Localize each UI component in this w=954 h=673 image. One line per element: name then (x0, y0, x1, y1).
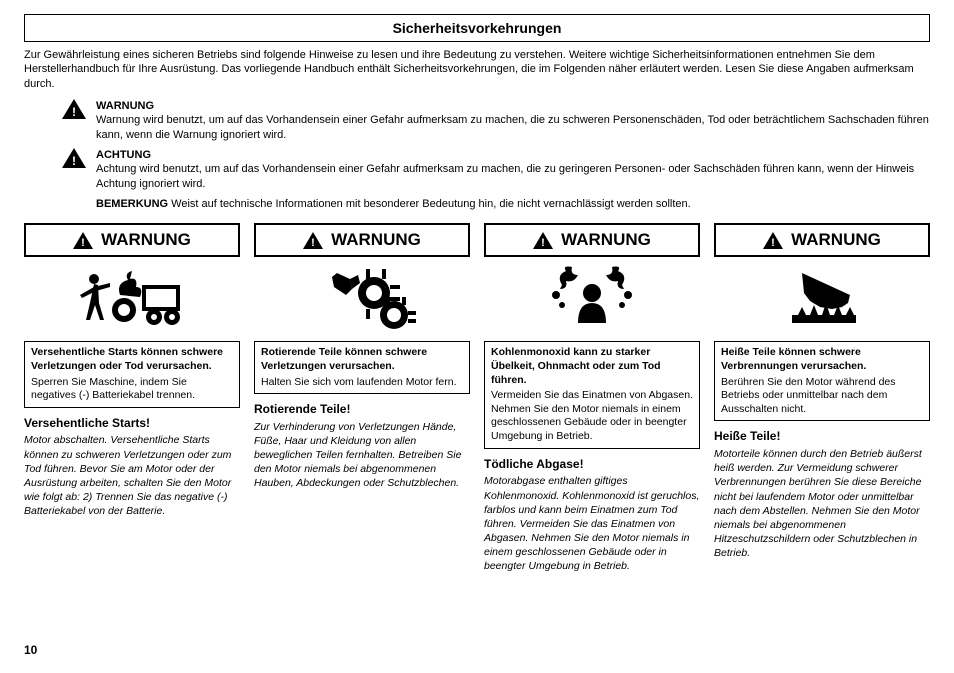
hazard-body: Berühren Sie den Motor während des Betri… (721, 376, 896, 415)
sub-heading: Versehentliche Starts! (24, 416, 240, 432)
definition-body: Warnung wird benutzt, um auf das Vorhand… (96, 114, 929, 140)
hazard-box: Rotierende Teile können schwere Verletzu… (254, 341, 470, 394)
sub-body: Motor abschalten. Versehentliche Starts … (24, 433, 240, 518)
hazard-bold: Heiße Teile können schwere Verbrennungen… (721, 346, 923, 373)
page-number: 10 (24, 643, 37, 659)
warning-header: WARNUNG (714, 223, 930, 257)
definition-body: Achtung wird benutzt, um auf das Vorhand… (96, 163, 914, 189)
hazard-body: Halten Sie sich vom laufenden Motor fern… (261, 376, 457, 388)
hazard-body: Sperren Sie Maschine, indem Sie negative… (31, 376, 195, 402)
hazard-box: Heiße Teile können schwere Verbrennungen… (714, 341, 930, 421)
hazard-box: Versehentliche Starts können schwere Ver… (24, 341, 240, 408)
definition-text: ACHTUNG Achtung wird benutzt, um auf das… (96, 148, 930, 191)
sub-heading: Heiße Teile! (714, 429, 930, 445)
hazard-bold: Kohlenmonoxid kann zu starker Übelkeit, … (491, 346, 693, 387)
warning-header: WARNUNG (24, 223, 240, 257)
warning-card: WARNUNG (24, 223, 240, 573)
accidental-start-pictogram (24, 263, 240, 337)
definition-text: WARNUNG Warnung wird benutzt, um auf das… (96, 99, 930, 142)
warning-triangle-icon (303, 232, 323, 249)
warning-header: WARNUNG (254, 223, 470, 257)
warning-card: WARNUNG Heiße Teile können schwere Verbr… (714, 223, 930, 573)
warning-card: WARNUNG (254, 223, 470, 573)
sub-body: Zur Verhinderung von Verletzungen Hände,… (254, 420, 470, 491)
sub-body: Motorteile können durch den Betrieb äuße… (714, 447, 930, 560)
warning-triangle-icon (763, 232, 783, 249)
hazard-bold: Rotierende Teile können schwere Verletzu… (261, 346, 463, 373)
warning-label: WARNUNG (101, 229, 191, 251)
hazard-bold: Versehentliche Starts können schwere Ver… (31, 346, 233, 373)
bemerkung-note: BEMERKUNG Weist auf technische Informati… (96, 197, 930, 211)
hazard-box: Kohlenmonoxid kann zu starker Übelkeit, … (484, 341, 700, 448)
sub-heading: Tödliche Abgase! (484, 457, 700, 473)
exhaust-fumes-pictogram (484, 263, 700, 337)
warning-label: WARNUNG (791, 229, 881, 251)
warning-header: WARNUNG (484, 223, 700, 257)
sub-heading: Rotierende Teile! (254, 402, 470, 418)
section-title: Sicherheitsvorkehrungen (24, 14, 930, 42)
warning-triangle-icon (533, 232, 553, 249)
definition-heading: ACHTUNG (96, 148, 930, 162)
warning-card: WARNUNG Kohlenmonoxid kann zu starker Üb… (484, 223, 700, 573)
rotating-parts-pictogram (254, 263, 470, 337)
sub-body: Motorabgase enthalten giftiges Kohlenmon… (484, 474, 700, 573)
warning-label: WARNUNG (561, 229, 651, 251)
warning-triangle-icon (62, 148, 86, 170)
warning-triangle-icon (73, 232, 93, 249)
definition-warnung: WARNUNG Warnung wird benutzt, um auf das… (62, 99, 930, 142)
warning-columns: WARNUNG (24, 223, 930, 573)
definition-achtung: ACHTUNG Achtung wird benutzt, um auf das… (62, 148, 930, 191)
intro-text: Zur Gewährleistung eines sicheren Betrie… (24, 48, 930, 91)
bemerkung-label: BEMERKUNG (96, 198, 168, 210)
hazard-body: Vermeiden Sie das Einatmen von Abgasen. … (491, 389, 693, 442)
warning-triangle-icon (62, 99, 86, 121)
warning-label: WARNUNG (331, 229, 421, 251)
bemerkung-text: Weist auf technische Informationen mit b… (168, 198, 691, 210)
hot-parts-pictogram (714, 263, 930, 337)
definition-heading: WARNUNG (96, 99, 930, 113)
